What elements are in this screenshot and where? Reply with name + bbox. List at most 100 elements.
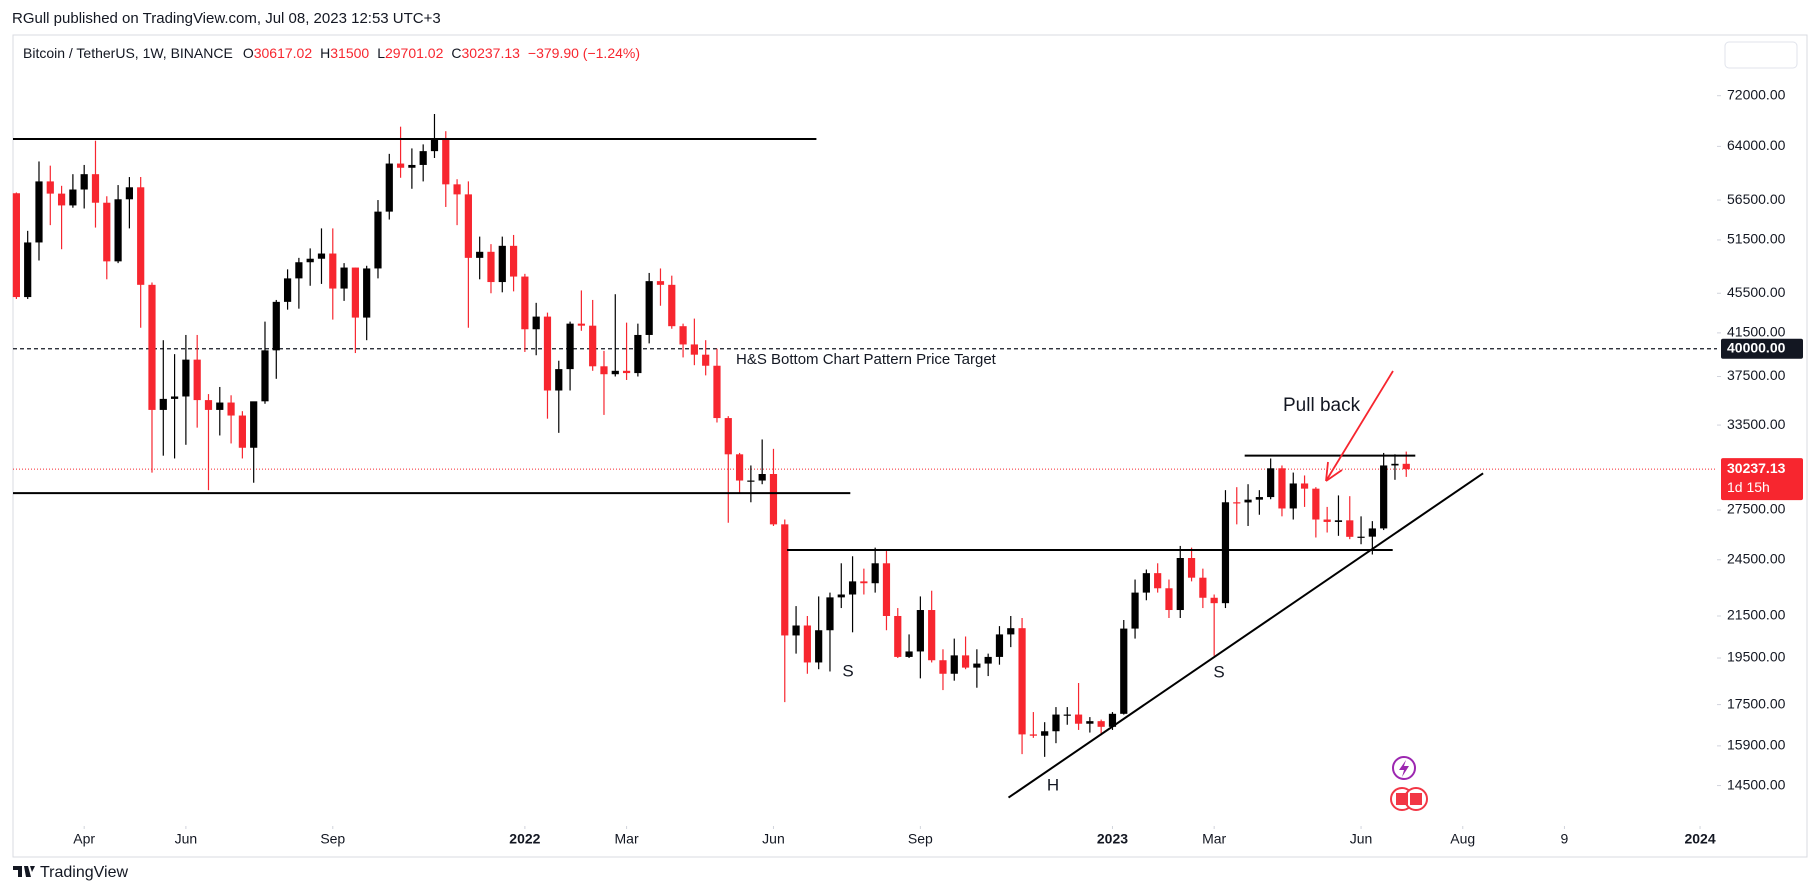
candle-body [950, 655, 958, 674]
candle-body [1142, 573, 1150, 593]
candle-body [1312, 488, 1320, 520]
candle-body [498, 245, 506, 283]
flag-glyph [1410, 793, 1422, 805]
candle-body [272, 301, 280, 351]
candle-body [170, 396, 179, 399]
candle-body [848, 581, 857, 595]
candle-body [645, 281, 653, 335]
candle-body [543, 316, 552, 391]
candle-body [363, 268, 371, 318]
published-line: RGull published on TradingView.com, Jul … [12, 10, 441, 27]
ohlc-value: 30237.13 [462, 45, 521, 61]
candle-body [1402, 463, 1410, 470]
x-tick-label: Mar [615, 831, 639, 847]
candle-body [1063, 714, 1071, 716]
candle-body [1233, 502, 1241, 504]
candle-body [1052, 714, 1060, 732]
x-tick-label: Sep [908, 831, 933, 847]
x-tick-label: 2022 [509, 831, 540, 847]
y-tick-label: 15900.00 [1727, 737, 1786, 753]
y-tick-label: 45500.00 [1727, 284, 1786, 300]
candle-body [758, 474, 766, 481]
x-tick-label: Mar [1202, 831, 1226, 847]
candle-body [317, 253, 326, 259]
candle-body [600, 366, 608, 375]
x-tick-label: Sep [320, 831, 345, 847]
ohlc-prefix: H [320, 45, 330, 61]
candle-body [555, 369, 563, 391]
candle-body [261, 350, 269, 402]
candle-body [1267, 468, 1275, 498]
candle-body [1346, 520, 1354, 537]
candle-body [871, 563, 879, 584]
candle-body [329, 253, 337, 289]
candle-body [1176, 558, 1184, 611]
y-tick-label: 21500.00 [1727, 607, 1786, 623]
candle-body [374, 211, 382, 269]
candle-body [803, 625, 811, 663]
flag-glyph [1396, 793, 1408, 805]
candle-body [894, 615, 902, 657]
candle-body [1007, 628, 1015, 635]
candle-body [453, 184, 461, 195]
candle-body [1165, 588, 1173, 611]
candle-body [306, 258, 314, 263]
candle-body [1210, 597, 1218, 604]
y-tick-label: 56500.00 [1727, 191, 1786, 207]
top-right-box[interactable] [1724, 41, 1798, 69]
candle-body [713, 365, 721, 419]
ohlc-value: 31500 [330, 45, 369, 61]
candle-body [295, 262, 303, 279]
annotation: Pull back [1283, 395, 1361, 416]
y-tick-label: 14500.00 [1727, 776, 1786, 792]
candle-body [961, 655, 970, 668]
candle-body [182, 359, 190, 397]
candle-body [148, 284, 156, 410]
candle-body [1120, 628, 1128, 714]
candle-body [1199, 577, 1207, 598]
candle-body [668, 284, 676, 327]
candle-body [487, 251, 495, 283]
candle-body [702, 354, 710, 366]
candle-body [916, 610, 924, 652]
candle-body [1074, 714, 1083, 724]
candle-body [1323, 519, 1331, 522]
candle-body [1108, 713, 1117, 727]
candle-body [114, 199, 122, 262]
candle-body [781, 524, 789, 636]
candle-body [1097, 721, 1105, 727]
candle-body [238, 415, 246, 448]
candle-body [566, 323, 574, 370]
y-tick-label: 37500.00 [1727, 367, 1786, 383]
candle-body [860, 581, 868, 584]
annotation: S [1213, 662, 1224, 681]
brand: TradingView [40, 864, 128, 881]
candle-body [724, 418, 732, 455]
candle-body [882, 563, 891, 616]
candle-body [1131, 592, 1139, 629]
brand-logo [13, 866, 35, 877]
candle-body [769, 474, 778, 525]
y-tick-label: 24500.00 [1727, 550, 1786, 566]
candle-body [80, 174, 88, 190]
y-tick-label: 72000.00 [1727, 86, 1786, 102]
candle-body [57, 193, 66, 206]
candle-body [1086, 721, 1094, 724]
chart-pane [12, 34, 1808, 858]
candle-body [216, 402, 224, 410]
candle-body [91, 174, 100, 203]
candle-body [1154, 573, 1162, 589]
candle-body [622, 370, 631, 374]
ohlc-prefix: C [451, 45, 461, 61]
candle-body [227, 402, 235, 416]
target-badge-label: 40000.00 [1727, 339, 1786, 355]
countdown: 1d 15h [1727, 479, 1770, 495]
candle-body [103, 202, 111, 262]
candle-body [396, 163, 405, 168]
candle-body [1041, 731, 1049, 736]
candle-body [1289, 483, 1297, 509]
candle-body [1380, 465, 1388, 529]
annotation: H&S Bottom Chart Pattern Price Target [736, 351, 997, 368]
candle-body [1221, 502, 1230, 604]
